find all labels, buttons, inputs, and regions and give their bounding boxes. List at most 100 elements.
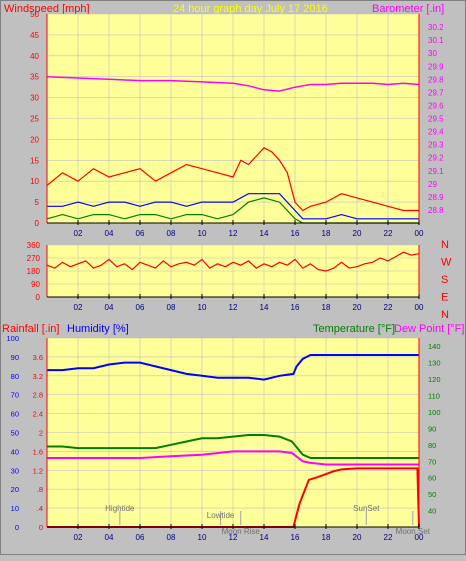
direction-x-tick-label: 16 bbox=[291, 303, 300, 312]
barometer-y-tick-label: 28.8 bbox=[428, 206, 444, 215]
direction-x-tick-label: 14 bbox=[260, 303, 269, 312]
temperature-axis-label: Temperature [°F] bbox=[313, 323, 395, 335]
humidity-x-tick-label: 20 bbox=[353, 533, 362, 542]
rainfall-y-tick-label: 2.4 bbox=[33, 410, 43, 419]
direction-x-tick-label: 18 bbox=[322, 303, 331, 312]
temperature-y-tick-label: 120 bbox=[428, 375, 441, 384]
direction-y-tick-label: 90 bbox=[31, 280, 40, 289]
temperature-y-tick-label: 50 bbox=[428, 490, 436, 499]
wind-x-tick-label: 16 bbox=[291, 229, 300, 238]
direction-x-tick-label: 12 bbox=[229, 303, 238, 312]
wind-x-tick-label: 20 bbox=[353, 229, 362, 238]
barometer-y-tick-label: 29.1 bbox=[428, 167, 444, 176]
humidity-axis-label: Humidity [%] bbox=[67, 323, 129, 335]
direction-y-tick-label: 180 bbox=[27, 267, 41, 276]
humidity-x-tick-label: 04 bbox=[105, 533, 114, 542]
dewpoint-axis-label: Dew Point [°F] bbox=[394, 323, 464, 335]
barometer-y-tick-label: 29.9 bbox=[428, 62, 444, 71]
barometer-y-tick-label: 29.2 bbox=[428, 154, 444, 163]
wind-x-tick-label: 18 bbox=[322, 229, 331, 238]
temperature-y-tick-label: 70 bbox=[428, 457, 436, 466]
humidity-y-tick-label: 20 bbox=[11, 485, 19, 494]
humidity-x-tick-label: 06 bbox=[136, 533, 145, 542]
series-gust-line bbox=[46, 147, 419, 212]
temperature-y-tick-label: 110 bbox=[428, 392, 440, 401]
humidity-x-tick-label: 18 bbox=[322, 533, 331, 542]
temperature-y-tick-label: 130 bbox=[428, 359, 441, 368]
humidity-y-tick-label: 70 bbox=[11, 391, 19, 400]
barometer-y-tick-label: 29.6 bbox=[428, 101, 444, 110]
humidity-y-tick-label: 90 bbox=[11, 353, 19, 362]
rainfall-y-tick-label: 1.6 bbox=[33, 447, 43, 456]
direction-x-tick-label: 20 bbox=[353, 303, 362, 312]
humidity-y-tick-label: 80 bbox=[11, 372, 19, 381]
wind-y-tick-label: 10 bbox=[30, 177, 39, 186]
direction-x-tick-label: 22 bbox=[384, 303, 393, 312]
barometer-y-tick-label: 28.9 bbox=[428, 193, 444, 202]
event-label: Moon Rise bbox=[222, 527, 261, 536]
direction-y-tick-label: 270 bbox=[27, 254, 41, 263]
chart-title: 24 hour graph day July 17 2016 bbox=[173, 3, 328, 15]
humidity-y-tick-label: 0 bbox=[15, 523, 19, 532]
series-direction-line bbox=[46, 251, 420, 272]
compass-label: E bbox=[441, 292, 448, 304]
wind-y-tick-label: 15 bbox=[30, 156, 39, 165]
barometer-y-tick-label: 29.3 bbox=[428, 141, 444, 150]
humidity-x-tick-label: 02 bbox=[74, 533, 83, 542]
wind-y-tick-label: 40 bbox=[30, 52, 39, 61]
wind-x-tick-label: 08 bbox=[167, 229, 176, 238]
compass-label: W bbox=[441, 257, 452, 269]
barometer-y-tick-label: 29.5 bbox=[428, 115, 444, 124]
rainfall-y-tick-label: 2 bbox=[39, 429, 43, 438]
wind-x-tick-label: 14 bbox=[260, 229, 269, 238]
event-label: SunSet bbox=[353, 504, 380, 513]
direction-x-tick-label: 06 bbox=[136, 303, 145, 312]
compass-label: N bbox=[441, 309, 449, 321]
wind-x-tick-label: 02 bbox=[74, 229, 83, 238]
humidity-y-tick-label: 60 bbox=[11, 410, 19, 419]
temperature-y-tick-label: 40 bbox=[428, 507, 436, 516]
rainfall-y-tick-label: .4 bbox=[37, 504, 43, 513]
wind-y-tick-label: 30 bbox=[30, 94, 39, 103]
series-temperature-line bbox=[47, 434, 419, 459]
temperature-y-tick-label: 90 bbox=[428, 424, 436, 433]
barometer-y-tick-label: 29 bbox=[428, 180, 437, 189]
rainfall-y-tick-label: 1.2 bbox=[33, 466, 43, 475]
barometer-y-tick-label: 29.4 bbox=[428, 128, 444, 137]
series-avg-line bbox=[47, 193, 419, 220]
series-dewpoint-line bbox=[47, 450, 419, 466]
wind-x-tick-label: 06 bbox=[136, 229, 145, 238]
wind-y-tick-label: 20 bbox=[30, 135, 39, 144]
temperature-y-tick-label: 60 bbox=[428, 474, 436, 483]
barometer-y-tick-label: 29.7 bbox=[428, 88, 444, 97]
event-label: Hightide bbox=[105, 504, 135, 513]
humidity-y-tick-label: 100 bbox=[6, 334, 19, 343]
wind-y-tick-label: 35 bbox=[30, 73, 39, 82]
humidity-x-tick-label: 12 bbox=[229, 533, 238, 542]
temperature-y-tick-label: 80 bbox=[428, 441, 436, 450]
humidity-y-tick-label: 50 bbox=[11, 429, 19, 438]
wind-x-tick-label: 12 bbox=[229, 229, 238, 238]
wind-x-tick-label: 10 bbox=[198, 229, 207, 238]
humidity-x-tick-label: 08 bbox=[167, 533, 176, 542]
event-label: Lowtide bbox=[207, 511, 235, 520]
barometer-y-tick-label: 30 bbox=[428, 49, 437, 58]
windspeed-axis-label: Windspeed [mph] bbox=[4, 3, 90, 15]
wind-barometer-panel: 0 5 10 15 20 25 30 35 40 45 50 28.8 28.9 29 29.1 29.2 29… bbox=[30, 10, 444, 238]
humidity-x-tick-label: 16 bbox=[291, 533, 300, 542]
humidity-y-tick-label: 40 bbox=[11, 447, 19, 456]
wind-y-tick-label: 45 bbox=[30, 31, 39, 40]
event-label: Moon Set bbox=[396, 527, 431, 536]
wind-y-tick-label: 0 bbox=[35, 219, 40, 228]
rainfall-y-tick-label: 2.8 bbox=[33, 391, 43, 400]
direction-x-tick-label: 00 bbox=[415, 303, 424, 312]
compass-label: S bbox=[441, 274, 448, 286]
direction-x-tick-label: 08 bbox=[167, 303, 176, 312]
series-barometer-line bbox=[46, 75, 420, 92]
barometer-y-tick-label: 30.2 bbox=[428, 23, 444, 32]
series-low-line bbox=[46, 197, 419, 224]
barometer-axis-label: Barometer [.in] bbox=[372, 3, 444, 15]
